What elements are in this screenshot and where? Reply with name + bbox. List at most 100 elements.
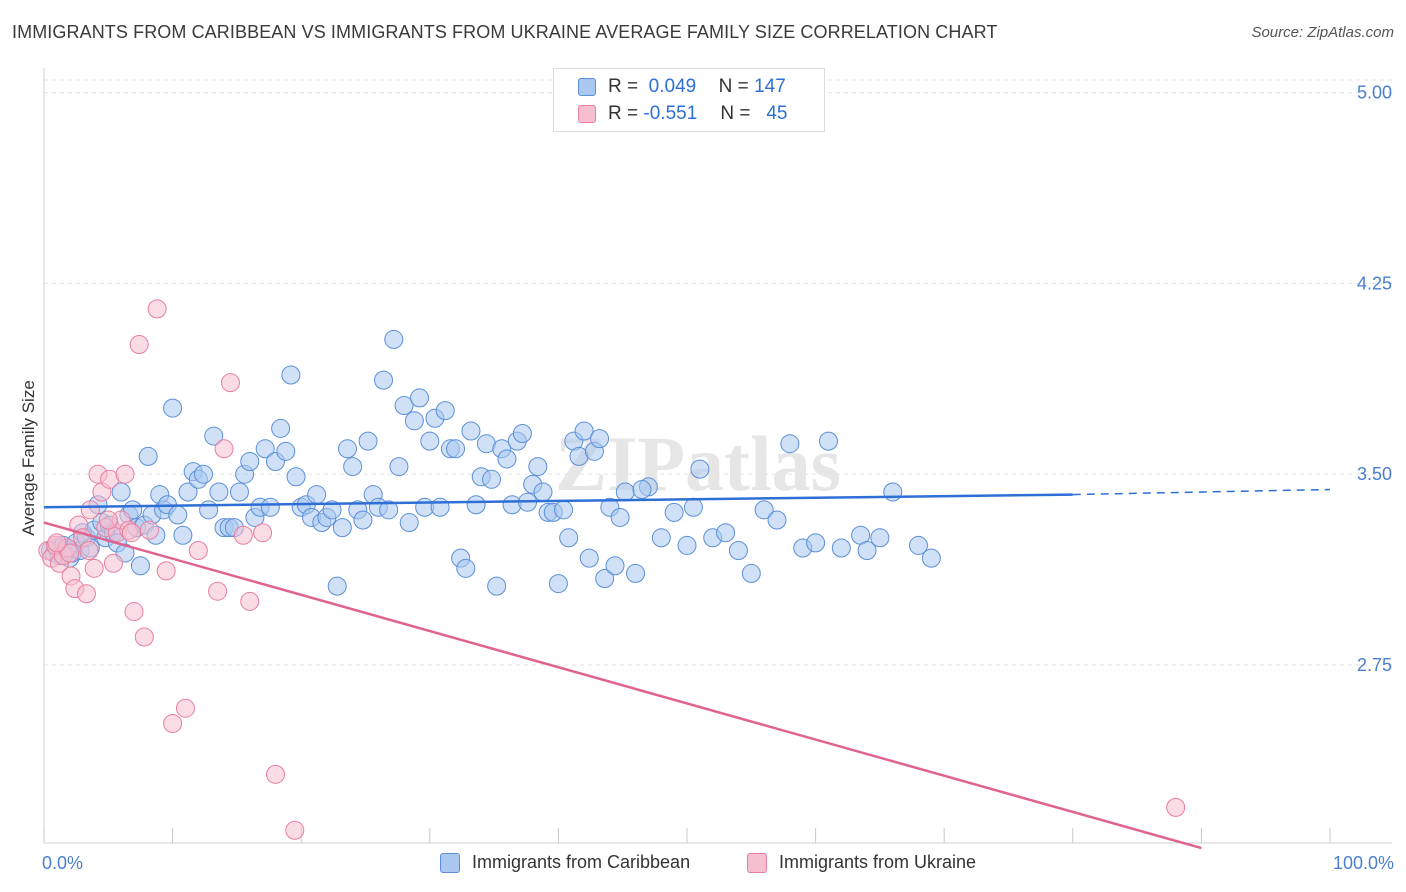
grid-lines xyxy=(44,79,1392,666)
caribbean-point xyxy=(384,329,404,349)
caribbean-point xyxy=(332,518,352,538)
r-value: -0.551 xyxy=(643,103,698,124)
caribbean-point xyxy=(138,446,158,466)
legend-row-caribbean: R = 0.049 N = 147 xyxy=(578,75,786,99)
ukraine-point xyxy=(121,523,141,543)
caribbean-point xyxy=(908,535,928,555)
caribbean-point xyxy=(605,556,625,576)
ukraine-point xyxy=(285,820,305,840)
caribbean-trend-line xyxy=(43,493,1073,509)
caribbean-point xyxy=(389,457,409,477)
caribbean-point xyxy=(497,449,517,469)
ukraine-point xyxy=(115,464,135,484)
caribbean-point xyxy=(741,563,761,583)
caribbean-point xyxy=(343,457,363,477)
caribbean-point xyxy=(240,452,260,471)
y-tick-label: 4.25 xyxy=(1357,273,1392,293)
caribbean-point xyxy=(690,459,710,479)
ukraine-point xyxy=(253,523,273,543)
ukraine-trend-line xyxy=(43,521,1202,850)
caribbean-point xyxy=(374,370,394,390)
n-label: N = xyxy=(720,103,751,124)
caribbean-point xyxy=(554,500,574,520)
caribbean-point xyxy=(435,401,455,421)
ukraine-point xyxy=(1166,797,1186,817)
caribbean-point xyxy=(353,510,373,530)
source-label: Source: ZipAtlas.com xyxy=(1251,24,1394,41)
ukraine-point xyxy=(47,533,67,553)
ukraine-point xyxy=(76,584,96,604)
ukraine-point xyxy=(84,558,104,578)
caribbean-point xyxy=(430,497,450,517)
n-label: N = xyxy=(718,76,749,97)
caribbean-point xyxy=(111,482,131,502)
caribbean-point xyxy=(466,495,486,515)
caribbean-point xyxy=(528,457,548,477)
caribbean-point xyxy=(446,439,466,459)
caribbean-point xyxy=(286,467,306,487)
caribbean-point xyxy=(780,434,800,454)
caribbean-point xyxy=(651,528,671,548)
ukraine-point xyxy=(265,764,285,784)
caribbean-point xyxy=(307,485,327,505)
ukraine-point xyxy=(80,500,100,520)
ukraine-point xyxy=(98,510,118,530)
caribbean-point xyxy=(461,421,481,441)
caribbean-point xyxy=(870,528,890,548)
caribbean-point xyxy=(857,541,877,561)
bottom-legend-label: Immigrants from Caribbean xyxy=(472,852,691,872)
caribbean-point xyxy=(209,482,229,502)
r-value: 0.049 xyxy=(648,76,697,97)
ukraine-point xyxy=(208,581,228,601)
legend-row-ukraine: R = -0.551 N = 45 xyxy=(578,102,787,126)
ukraine-point xyxy=(103,553,123,573)
ukraine-point xyxy=(60,543,80,563)
ukraine-point xyxy=(175,698,195,718)
r-label: R = xyxy=(608,76,639,97)
caribbean-point xyxy=(379,500,399,520)
x-tick-label-max: 100.0% xyxy=(1333,853,1394,873)
caribbean-point xyxy=(327,576,347,596)
x-tick-label-min: 0.0% xyxy=(42,853,83,873)
caribbean-trend-extension xyxy=(1072,488,1331,496)
n-value: 147 xyxy=(754,76,786,97)
caribbean-point xyxy=(229,482,249,502)
n-value: 45 xyxy=(766,103,788,124)
chart-title: IMMIGRANTS FROM CARIBBEAN VS IMMIGRANTS … xyxy=(12,22,998,42)
r-label: R = xyxy=(608,103,639,124)
caribbean-point xyxy=(831,538,851,558)
caribbean-point xyxy=(728,541,748,561)
caribbean-point xyxy=(404,411,424,431)
caribbean-point xyxy=(590,429,610,449)
caribbean-point xyxy=(595,568,615,588)
bottom-legend-ukraine: Immigrants from Ukraine xyxy=(747,852,976,873)
caribbean-point xyxy=(276,441,296,461)
caribbean-point xyxy=(533,482,553,502)
ukraine-swatch xyxy=(747,852,767,873)
caribbean-point xyxy=(337,439,357,459)
caribbean-point xyxy=(193,464,213,484)
caribbean-point xyxy=(767,510,787,530)
ukraine-point xyxy=(240,591,260,611)
caribbean-point xyxy=(579,548,599,568)
caribbean-point xyxy=(626,563,646,583)
caribbean-point xyxy=(420,431,440,451)
caribbean-point xyxy=(512,424,532,444)
caribbean-point xyxy=(921,548,941,568)
caribbean-point xyxy=(482,469,502,489)
caribbean-point xyxy=(271,418,291,438)
y-tick-label: 2.75 xyxy=(1357,655,1392,675)
caribbean-point xyxy=(615,482,635,502)
ukraine-point xyxy=(233,525,253,545)
caribbean-point xyxy=(818,431,838,451)
ukraine-point xyxy=(79,541,99,561)
caribbean-point xyxy=(173,525,193,545)
caribbean-point xyxy=(574,421,594,441)
ukraine-point xyxy=(147,299,167,319)
caribbean-point xyxy=(199,500,219,520)
caribbean-point xyxy=(487,576,507,596)
caribbean-point xyxy=(548,574,568,594)
y-axis-label: Average Family Size xyxy=(19,380,38,536)
y-tick-label: 3.50 xyxy=(1357,464,1392,484)
